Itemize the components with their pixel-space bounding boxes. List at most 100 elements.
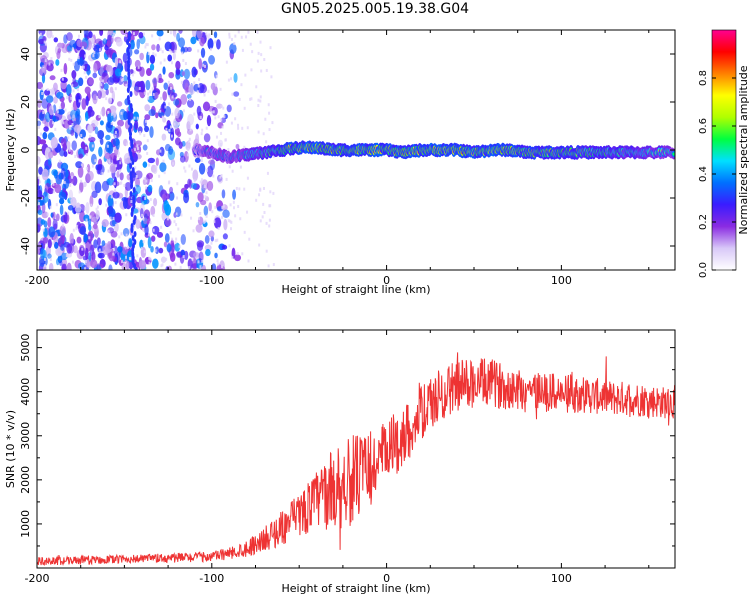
noise-cell: [233, 91, 240, 97]
noise-haze-cell: [177, 122, 180, 126]
noise-haze-cell: [168, 129, 171, 133]
noise-cell: [187, 99, 195, 108]
noise-haze-cell: [84, 267, 87, 270]
noise-haze-cell: [228, 244, 231, 248]
noise-cell: [196, 105, 202, 116]
noise-haze-cell: [227, 78, 230, 82]
noise-haze-cell: [136, 116, 139, 120]
noise-streak-cell: [126, 95, 130, 101]
noise-cell: [101, 106, 106, 117]
noise-haze-cell: [243, 187, 246, 191]
noise-cell: [149, 54, 156, 65]
noise-haze-cell: [197, 49, 200, 53]
noise-cell: [53, 96, 58, 104]
noise-cell: [91, 190, 98, 199]
noise-cell: [139, 52, 144, 61]
noise-haze-cell: [223, 115, 226, 119]
noise-cell: [101, 180, 110, 192]
noise-cell: [66, 243, 73, 254]
noise-cell: [195, 133, 200, 146]
noise-cell: [153, 197, 158, 207]
noise-haze-cell: [187, 140, 190, 144]
noise-haze-cell: [216, 259, 219, 263]
noise-haze-cell: [230, 220, 233, 224]
noise-cell: [196, 30, 203, 39]
noise-cell: [79, 56, 84, 67]
noise-cell: [76, 96, 81, 109]
noise-cell: [108, 264, 113, 270]
noise-haze-cell: [126, 245, 129, 249]
noise-haze-cell: [238, 97, 241, 101]
noise-haze-cell: [115, 164, 118, 168]
noise-cell: [149, 63, 155, 71]
noise-cell: [86, 64, 91, 76]
noise-cell: [114, 56, 119, 68]
noise-cell: [83, 214, 90, 222]
noise-streak-cell: [129, 123, 133, 129]
noise-cell: [88, 252, 92, 262]
noise-cell: [112, 158, 117, 165]
noise-cell: [104, 153, 110, 159]
noise-cell: [196, 240, 205, 248]
noise-haze-cell: [117, 151, 120, 155]
noise-cell: [201, 179, 209, 191]
noise-haze-cell: [125, 83, 128, 87]
noise-haze-cell: [220, 174, 223, 178]
noise-cell: [223, 218, 228, 231]
noise-haze-cell: [176, 182, 179, 186]
noise-cell: [180, 233, 186, 245]
noise-cell: [50, 136, 58, 149]
spectrogram-cells: [37, 30, 675, 270]
noise-streak-cell: [130, 223, 134, 229]
noise-haze-cell: [147, 92, 150, 96]
noise-cell: [202, 101, 211, 112]
noise-cell: [45, 95, 54, 103]
noise-haze-cell: [272, 154, 275, 158]
noise-cell: [46, 30, 53, 39]
noise-cell: [48, 151, 54, 159]
noise-cell: [213, 217, 222, 229]
noise-cell: [210, 82, 216, 91]
noise-haze-cell: [241, 126, 244, 130]
noise-cell: [61, 263, 67, 270]
noise-haze-cell: [217, 227, 220, 231]
noise-cell: [222, 209, 230, 218]
noise-haze-cell: [205, 168, 208, 172]
noise-haze-cell: [96, 205, 99, 209]
noise-haze-cell: [237, 123, 240, 127]
noise-haze-cell: [42, 111, 45, 115]
noise-cell: [145, 79, 151, 91]
noise-haze-cell: [41, 87, 44, 91]
noise-haze-cell: [67, 211, 70, 215]
noise-haze-cell: [262, 186, 265, 190]
noise-haze-cell: [256, 59, 259, 63]
noise-haze-cell: [230, 227, 233, 231]
noise-cell: [60, 76, 68, 83]
noise-cell: [193, 251, 200, 258]
noise-haze-cell: [101, 172, 104, 176]
noise-haze-cell: [52, 121, 55, 125]
noise-streak-cell: [126, 39, 130, 45]
noise-haze-cell: [159, 149, 162, 153]
noise-haze-cell: [114, 189, 117, 193]
noise-haze-cell: [204, 64, 207, 68]
noise-cell: [86, 170, 94, 181]
noise-cell: [116, 101, 123, 107]
noise-haze-cell: [229, 219, 232, 223]
noise-haze-cell: [200, 159, 203, 163]
noise-haze-cell: [228, 32, 231, 36]
noise-haze-cell: [84, 54, 87, 58]
noise-haze-cell: [212, 174, 215, 178]
noise-cell: [94, 181, 102, 194]
noise-haze-cell: [134, 185, 137, 189]
noise-cell: [60, 167, 66, 180]
noise-cell: [162, 66, 166, 75]
noise-cell: [79, 210, 86, 223]
noise-haze-cell: [198, 78, 201, 82]
spectrogram-xtick-label: 100: [551, 274, 572, 287]
noise-haze-cell: [134, 148, 137, 152]
noise-haze-cell: [71, 122, 74, 126]
noise-haze-cell: [70, 58, 73, 62]
noise-cell: [128, 238, 133, 248]
